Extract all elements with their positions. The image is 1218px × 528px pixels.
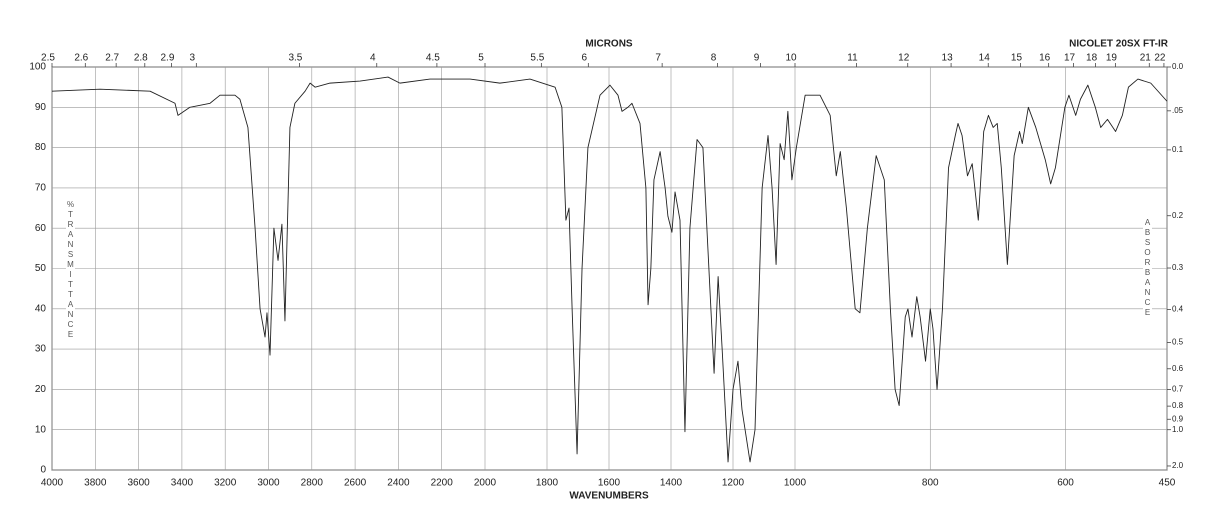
- x2-tick-label: 6: [582, 53, 588, 64]
- y2-tick-label: 0.3: [1172, 263, 1184, 272]
- y-tick-label: 0: [40, 465, 46, 476]
- y2-tick-label: 0.5: [1172, 338, 1184, 347]
- x-tick-label: 1200: [722, 478, 745, 489]
- x-tick-label: 2600: [344, 478, 367, 489]
- x2-tick-label: 22: [1154, 53, 1166, 64]
- x2-tick-label: 12: [898, 53, 910, 64]
- y2-tick-label: 1.0: [1172, 425, 1184, 434]
- y2-tick-label: 0.6: [1172, 364, 1184, 373]
- x-tick-label: 450: [1159, 478, 1176, 489]
- x-tick-label: 3000: [257, 478, 280, 489]
- x2-tick-label: 10: [785, 53, 797, 64]
- x-tick-label: 2200: [431, 478, 454, 489]
- x2-tick-label: 15: [1011, 53, 1023, 64]
- x-tick-label: 1000: [784, 478, 807, 489]
- x2-tick-label: 3.5: [288, 53, 302, 64]
- x2-tick-label: 9: [754, 53, 760, 64]
- x2-tick-label: 18: [1086, 53, 1098, 64]
- x2-tick-label: 13: [942, 53, 954, 64]
- y2-tick-label: 0.8: [1172, 401, 1184, 410]
- x2-tick-label: 8: [711, 53, 717, 64]
- x-tick-label: 1600: [598, 478, 621, 489]
- y2-tick-label: 0.2: [1172, 211, 1184, 220]
- x-tick-label: 3600: [127, 478, 150, 489]
- x2-tick-label: 7: [655, 53, 661, 64]
- x2-tick-label: 17: [1064, 53, 1076, 64]
- x2-tick-label: 4: [370, 53, 376, 64]
- x-tick-label: 2400: [387, 478, 410, 489]
- x-tick-label: 3800: [84, 478, 107, 489]
- y2-tick-label: 0.0: [1172, 62, 1184, 71]
- y2-tick-label: 0.4: [1172, 305, 1184, 314]
- x2-tick-label: 21: [1140, 53, 1152, 64]
- x2-tick-label: 14: [979, 53, 991, 64]
- y2-tick-label: 0.7: [1172, 385, 1184, 394]
- x2-tick-label: 2.6: [74, 53, 88, 64]
- y-tick-label: 80: [35, 142, 47, 153]
- x2-tick-label: 16: [1039, 53, 1051, 64]
- y2-tick-label: 0.1: [1172, 145, 1184, 154]
- y-tick-label: 60: [35, 223, 47, 234]
- x-tick-label: 2000: [474, 478, 497, 489]
- x-tick-label: 3400: [171, 478, 194, 489]
- y-tick-label: 10: [35, 424, 47, 435]
- x-tick-label: 4000: [41, 478, 64, 489]
- y2-tick-label: .05: [1172, 106, 1184, 115]
- x2-tick-label: 3: [190, 53, 196, 64]
- x2-tick-label: 2.9: [160, 53, 174, 64]
- y-tick-label: 50: [35, 263, 47, 274]
- x-tick-label: 600: [1057, 478, 1074, 489]
- x-axis-label: WAVENUMBERS: [569, 491, 649, 502]
- y-axis-label: %TRANSMITTANCE: [66, 200, 75, 340]
- y-tick-label: 20: [35, 384, 47, 395]
- y2-tick-label: 2.0: [1172, 461, 1184, 470]
- x2-tick-label: 2.7: [105, 53, 119, 64]
- x2-tick-label: 5.5: [530, 53, 544, 64]
- y-tick-label: 40: [35, 303, 47, 314]
- x2-tick-label: 19: [1106, 53, 1118, 64]
- x-tick-label: 800: [922, 478, 939, 489]
- x2-tick-label: 4.5: [426, 53, 440, 64]
- y-tick-label: 100: [29, 62, 46, 73]
- x-tick-label: 1800: [536, 478, 559, 489]
- x2-tick-label: 2.8: [134, 53, 148, 64]
- y-tick-label: 70: [35, 183, 47, 194]
- x-tick-label: 1400: [660, 478, 683, 489]
- x-tick-label: 2800: [301, 478, 324, 489]
- x2-tick-label: 5: [478, 53, 484, 64]
- spectrum-line: [51, 76, 1168, 463]
- y2-axis-label: ABSORBANCE: [1143, 218, 1152, 318]
- x2-axis-label: MICRONS: [585, 39, 633, 50]
- y-tick-label: 90: [35, 102, 47, 113]
- y-tick-label: 30: [35, 344, 47, 355]
- x2-tick-label: 11: [847, 53, 858, 64]
- x-tick-label: 3200: [214, 478, 237, 489]
- chart-title: NICOLET 20SX FT-IR: [1069, 39, 1169, 50]
- y2-tick-label: 0.9: [1172, 414, 1184, 423]
- x2-tick-label: 2.5: [41, 53, 55, 64]
